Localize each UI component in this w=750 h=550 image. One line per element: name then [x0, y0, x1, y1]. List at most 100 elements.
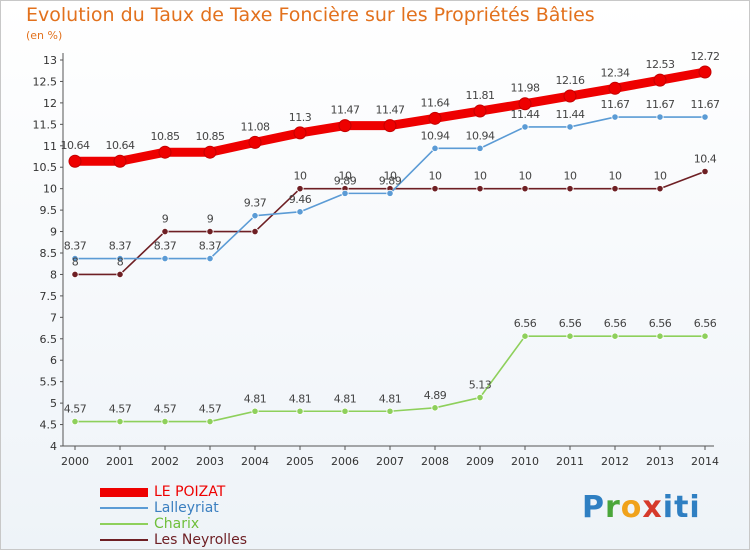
- y-tick-label: 4.5: [40, 419, 58, 432]
- data-point: [68, 154, 82, 168]
- y-tick-label: 8: [50, 268, 57, 281]
- data-point: [71, 270, 79, 279]
- data-label: 11.98: [511, 82, 540, 95]
- x-tick-label: 2013: [646, 455, 674, 468]
- brand-logo: Proxiti: [582, 490, 701, 525]
- data-label: 12.72: [691, 50, 720, 63]
- data-point: [656, 113, 664, 121]
- data-point: [206, 417, 214, 426]
- data-point: [338, 119, 352, 133]
- data-point: [473, 104, 487, 118]
- data-label: 8.37: [199, 240, 222, 253]
- chart-title: Evolution du Taux de Taxe Foncière sur l…: [26, 4, 595, 26]
- data-point: [386, 189, 394, 197]
- y-tick-label: 11: [43, 140, 57, 153]
- data-point: [521, 185, 529, 193]
- data-label: 10.64: [106, 139, 135, 152]
- data-point: [563, 89, 577, 103]
- data-point: [251, 227, 259, 236]
- y-tick-label: 10: [43, 183, 57, 196]
- data-point: [251, 407, 259, 415]
- data-label: 11.67: [646, 98, 675, 111]
- data-point: [71, 417, 79, 426]
- data-point: [113, 154, 127, 168]
- data-label: 11.44: [511, 108, 540, 121]
- data-point: [116, 270, 124, 279]
- data-label: 11.64: [421, 96, 450, 109]
- data-label: 4.57: [199, 403, 222, 416]
- data-point: [341, 407, 349, 415]
- data-label: 10: [564, 170, 577, 183]
- data-point: [161, 417, 169, 426]
- data-point: [251, 212, 259, 220]
- x-tick-label: 2007: [376, 455, 404, 468]
- data-label: 4.81: [244, 392, 267, 405]
- data-label: 11.47: [376, 104, 405, 117]
- legend-label: Charix: [154, 516, 200, 532]
- data-label: 9.89: [334, 174, 357, 187]
- data-point: [431, 185, 439, 193]
- data-label: 10: [474, 170, 487, 183]
- data-point: [116, 417, 124, 426]
- data-label: 10: [609, 170, 622, 183]
- data-label: 8: [117, 255, 124, 268]
- data-point: [293, 126, 307, 140]
- data-point: [296, 407, 304, 415]
- data-point: [248, 135, 262, 149]
- data-label: 10.64: [61, 139, 90, 152]
- data-point: [383, 119, 397, 133]
- data-point: [206, 254, 214, 263]
- legend-swatch: [100, 523, 148, 525]
- y-tick-label: 12.5: [33, 75, 58, 88]
- data-label: 4.57: [64, 403, 87, 416]
- data-point: [71, 254, 79, 263]
- legend-label: LE POIZAT: [154, 484, 226, 500]
- data-point: [116, 254, 124, 263]
- data-label: 8: [72, 255, 79, 268]
- data-label: 11.3: [289, 111, 312, 124]
- data-label: 10.94: [466, 129, 495, 142]
- data-label: 8.37: [109, 240, 132, 253]
- y-tick-label: 7: [50, 311, 57, 324]
- legend-swatch: [100, 487, 148, 497]
- data-point: [296, 185, 304, 193]
- data-point: [566, 123, 574, 131]
- data-point: [518, 97, 532, 111]
- y-tick-label: 13: [43, 54, 57, 67]
- data-point: [656, 185, 664, 193]
- data-point: [428, 111, 442, 125]
- data-point: [476, 185, 484, 193]
- data-label: 6.56: [694, 317, 717, 330]
- data-label: 4.89: [424, 389, 447, 402]
- data-label: 6.56: [559, 317, 582, 330]
- data-label: 11.47: [331, 104, 360, 117]
- data-point: [611, 185, 619, 193]
- data-label: 9: [162, 213, 169, 226]
- data-label: 4.57: [154, 403, 177, 416]
- legend-item-le-poizat: LE POIZAT: [100, 484, 247, 500]
- data-label: 10.85: [151, 130, 180, 143]
- data-point: [566, 185, 574, 193]
- data-label: 10: [519, 170, 532, 183]
- legend-swatch: [100, 507, 148, 509]
- data-label: 4.57: [109, 403, 132, 416]
- data-point: [701, 113, 709, 121]
- data-point: [161, 254, 169, 263]
- data-point: [158, 145, 172, 159]
- data-label: 10: [429, 170, 442, 183]
- x-tick-label: 2012: [601, 455, 629, 468]
- y-tick-label: 7.5: [40, 290, 58, 303]
- data-point: [206, 227, 214, 236]
- legend-item-charix: Charix: [100, 516, 247, 532]
- data-label: 11.67: [691, 98, 720, 111]
- data-label: 10.85: [196, 130, 225, 143]
- data-point: [431, 404, 439, 412]
- legend-label: Lalleyriat: [154, 500, 219, 516]
- data-label: 10: [339, 170, 352, 183]
- x-tick-label: 2003: [196, 455, 224, 468]
- legend-swatch: [100, 539, 148, 541]
- data-label: 11.81: [466, 89, 495, 102]
- legend-label: Les Neyrolles: [154, 532, 247, 548]
